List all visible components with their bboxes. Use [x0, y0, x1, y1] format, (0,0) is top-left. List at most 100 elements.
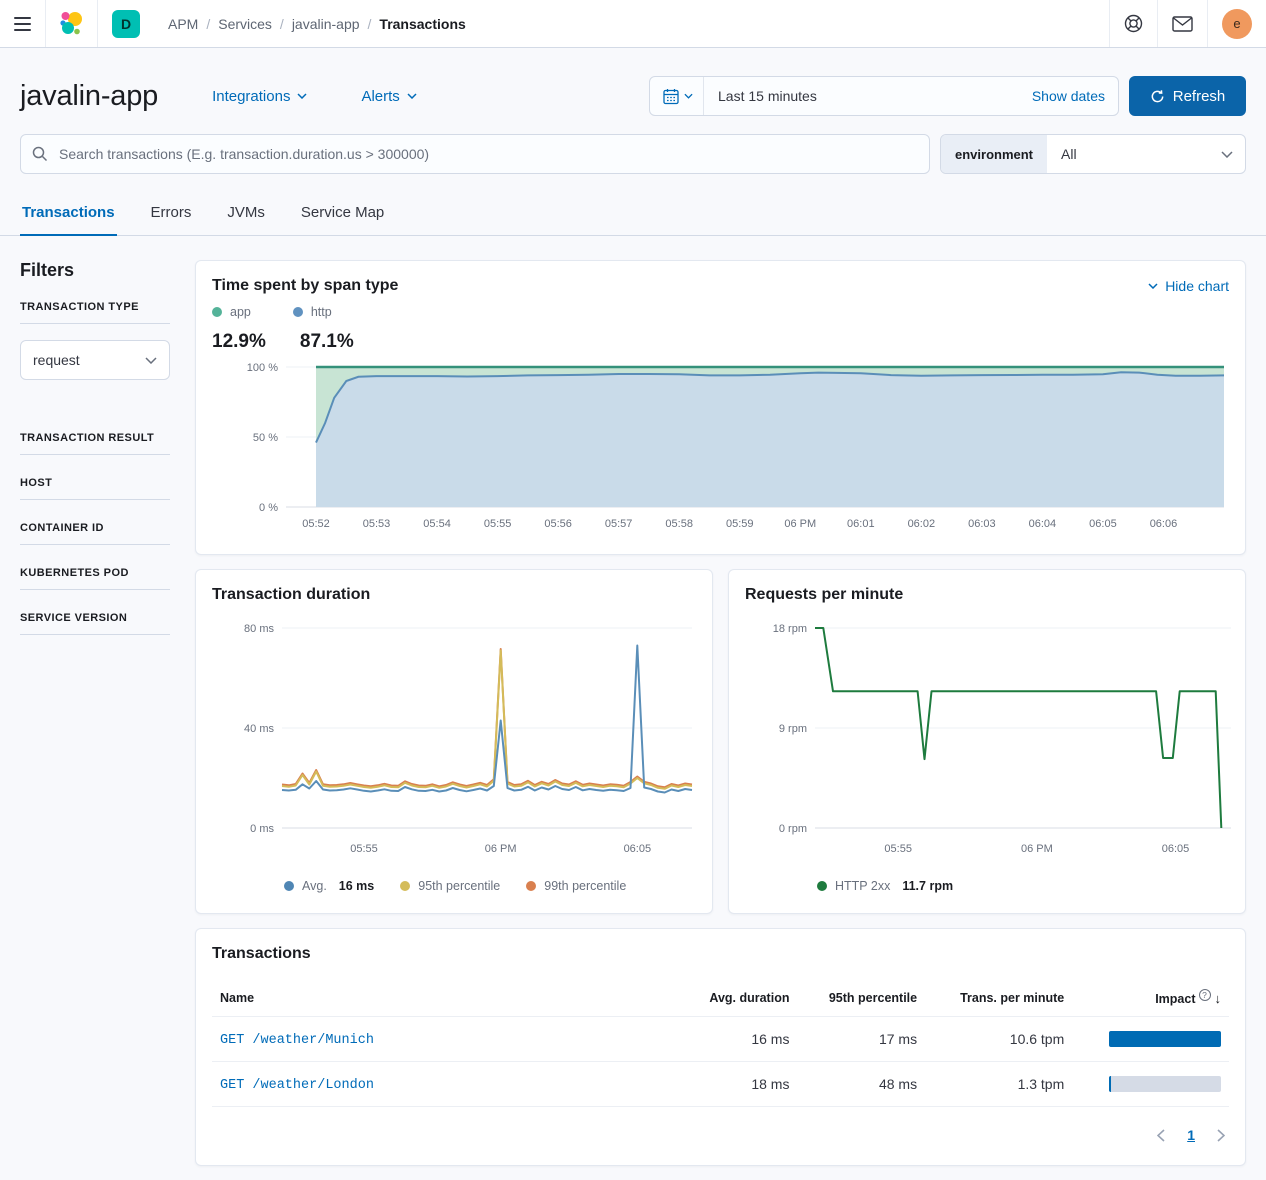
legend-avg[interactable]: Avg. 16 ms [284, 879, 374, 893]
svg-text:06 PM: 06 PM [485, 843, 517, 855]
col-header-name[interactable]: Name [220, 990, 255, 1005]
span-type-chart[interactable]: 0 % 50 % 100 % 05:52 05:53 05:54 05:55 05:56 05:… [212, 357, 1226, 535]
avg-legend-dot [284, 881, 294, 891]
elastic-logo-icon [60, 12, 82, 35]
menu-toggle[interactable] [0, 0, 46, 47]
app-percentage: 12.9% [212, 331, 266, 352]
filter-container-id[interactable]: CONTAINER ID [20, 522, 170, 545]
filter-kubernetes-pod[interactable]: KUBERNETES POD [20, 567, 170, 590]
show-dates-button[interactable]: Show dates [1031, 88, 1105, 104]
svg-text:05:54: 05:54 [423, 518, 451, 530]
chevron-down-icon [1221, 150, 1245, 158]
legend-95th[interactable]: 95th percentile [400, 879, 500, 893]
munich-95th: 17 ms [797, 1016, 926, 1062]
legend-http[interactable]: http [292, 305, 332, 319]
filter-service-version[interactable]: SERVICE VERSION [20, 612, 170, 635]
http-percentage: 87.1% [299, 331, 354, 352]
tab-errors[interactable]: Errors [150, 204, 192, 221]
svg-text:0 rpm: 0 rpm [779, 823, 807, 835]
svg-text:06:05: 06:05 [1162, 843, 1190, 855]
integrations-menu[interactable]: Integrations [212, 88, 307, 105]
date-picker-quick-menu[interactable] [650, 77, 704, 115]
svg-text:05:58: 05:58 [665, 518, 693, 530]
user-menu[interactable]: e [1207, 0, 1266, 47]
tab-jvms[interactable]: JVMs [227, 204, 265, 221]
environment-value: All [1061, 146, 1077, 162]
pagination: 1 [212, 1107, 1229, 1149]
svg-text:06 PM: 06 PM [784, 518, 816, 530]
svg-text:05:55: 05:55 [350, 843, 378, 855]
svg-text:100 %: 100 % [247, 362, 278, 374]
service-tabs: Transactions Errors JVMs Service Map [0, 192, 1266, 236]
munich-tpm: 10.6 tpm [925, 1016, 1073, 1062]
rpm-value: 11.7 rpm [902, 879, 954, 893]
search-row: environment All [0, 134, 1266, 174]
rpm-panel-title: Requests per minute [745, 586, 904, 603]
mail-icon [1172, 15, 1193, 32]
svg-text:40 ms: 40 ms [244, 723, 274, 735]
chevron-down-icon [297, 93, 307, 99]
legend-http-2xx[interactable]: HTTP 2xx 11.7 rpm [817, 879, 953, 893]
breadcrumb-service[interactable]: javalin-app [291, 15, 360, 32]
refresh-button[interactable]: Refresh [1129, 76, 1246, 116]
http-legend-dot [292, 307, 303, 317]
deployment-badge[interactable]: D [98, 0, 154, 47]
impact-help-icon[interactable]: ? [1198, 989, 1211, 1001]
alerts-menu[interactable]: Alerts [361, 88, 417, 105]
span-panel-title: Time spent by span type [212, 277, 399, 294]
app-legend-dot [212, 307, 222, 317]
svg-text:9 rpm: 9 rpm [779, 723, 807, 735]
time-range-value[interactable]: Last 15 minutes [718, 88, 817, 104]
col-header-tpm[interactable]: Trans. per minute [960, 990, 1065, 1005]
svg-text:18 rpm: 18 rpm [773, 623, 807, 635]
filter-host[interactable]: HOST [20, 477, 170, 500]
breadcrumb: APM / Services / javalin-app / Transacti… [168, 15, 466, 32]
p99-legend-dot [526, 881, 537, 891]
sort-desc-icon[interactable]: ↓ [1214, 991, 1222, 1007]
search-icon [32, 146, 48, 162]
legend-99th[interactable]: 99th percentile [526, 879, 626, 893]
london-tpm: 1.3 tpm [925, 1061, 1073, 1108]
svg-text:0 %: 0 % [259, 502, 278, 514]
transactions-table: Name Avg. duration 95th percentile Trans… [212, 979, 1229, 1108]
svg-text:05:55: 05:55 [484, 518, 512, 530]
svg-text:06:06: 06:06 [1150, 518, 1178, 530]
breadcrumb-apm[interactable]: APM [168, 15, 199, 32]
search-input[interactable] [20, 134, 930, 174]
london-avg-duration: 18 ms [679, 1061, 798, 1108]
svg-text:06 PM: 06 PM [1021, 843, 1053, 855]
prev-page-button[interactable] [1157, 1129, 1165, 1142]
date-picker: Last 15 minutes Show dates [649, 76, 1119, 116]
tab-service-map[interactable]: Service Map [300, 204, 385, 221]
help-button[interactable] [1109, 0, 1157, 47]
col-header-impact[interactable]: Impact? ↓ [1155, 989, 1222, 1007]
tab-transactions[interactable]: Transactions [20, 192, 117, 236]
transaction-link-munich[interactable]: GET /weather/Munich [220, 1033, 374, 1049]
filter-transaction-result[interactable]: TRANSACTION RESULT [20, 432, 170, 455]
legend-app[interactable]: app [212, 305, 251, 319]
col-header-avg-duration[interactable]: Avg. duration [709, 990, 790, 1005]
requests-per-minute-chart[interactable]: 0 rpm 9 rpm 18 rpm 05:55 06 PM 06:05 [745, 616, 1235, 866]
filters-heading: Filters [20, 260, 75, 280]
transaction-duration-panel: Transaction duration 0 ms 40 ms 80 ms 05:55… [195, 569, 713, 914]
page-number[interactable]: 1 [1187, 1127, 1195, 1144]
transaction-type-select[interactable]: request [20, 340, 170, 380]
elastic-logo[interactable] [46, 0, 98, 47]
next-page-button[interactable] [1217, 1129, 1225, 1142]
avatar: e [1222, 8, 1252, 39]
transaction-link-london[interactable]: GET /weather/London [220, 1078, 374, 1094]
chevron-down-icon [684, 93, 693, 99]
transactions-table-panel: Transactions Name Avg. duration 95th per… [195, 928, 1246, 1167]
table-row: GET /weather/London 18 ms 48 ms 1.3 tpm [212, 1061, 1229, 1108]
hide-chart-button[interactable]: Hide chart [1148, 278, 1229, 294]
transaction-duration-chart[interactable]: 0 ms 40 ms 80 ms 05:55 06 PM 06:05 [212, 616, 696, 866]
environment-select[interactable]: environment All [940, 134, 1246, 174]
breadcrumb-services[interactable]: Services [218, 15, 272, 32]
svg-text:06:03: 06:03 [968, 518, 996, 530]
hamburger-icon[interactable] [14, 16, 31, 31]
newsfeed-button[interactable] [1157, 0, 1207, 47]
london-95th: 48 ms [797, 1061, 926, 1108]
col-header-95th[interactable]: 95th percentile [828, 990, 918, 1005]
http2xx-legend-dot [817, 881, 827, 891]
page-header: javalin-app Integrations Alerts Last 15 … [0, 48, 1266, 134]
